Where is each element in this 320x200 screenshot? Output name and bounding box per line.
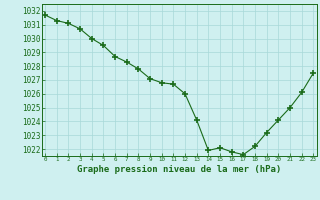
X-axis label: Graphe pression niveau de la mer (hPa): Graphe pression niveau de la mer (hPa) — [77, 165, 281, 174]
